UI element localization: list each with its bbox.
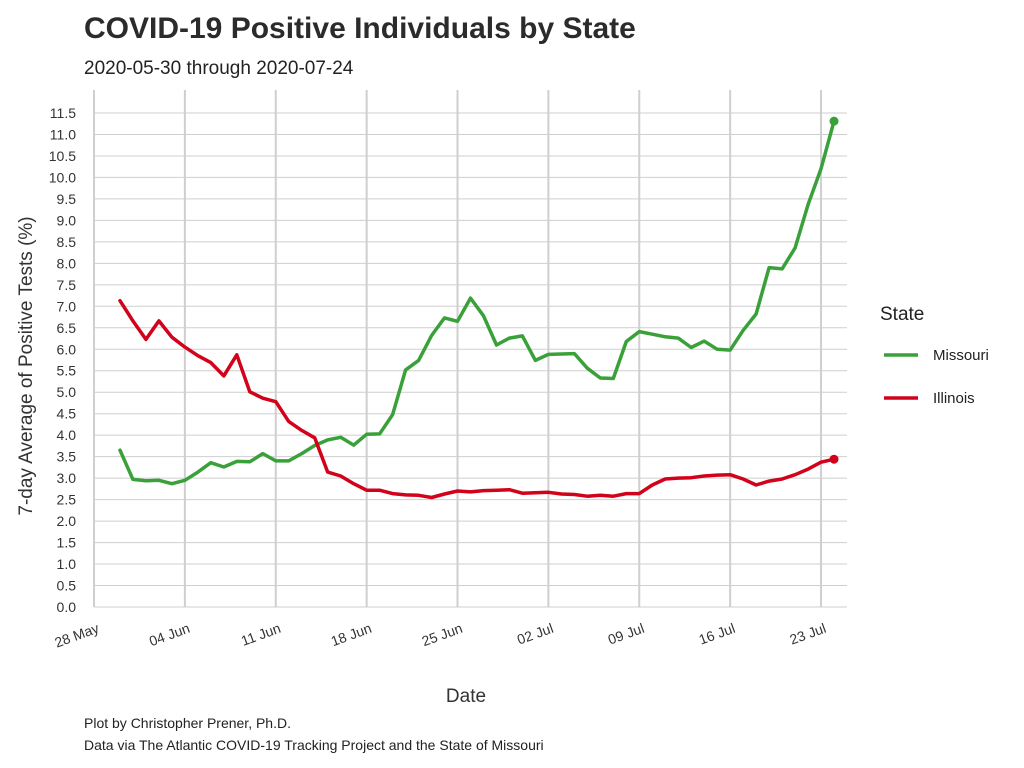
y-tick-label: 5.5 bbox=[57, 363, 77, 379]
x-axis-title: Date bbox=[446, 686, 486, 707]
x-tick-label: 28 May bbox=[52, 620, 101, 651]
y-tick-label: 8.5 bbox=[57, 234, 77, 250]
y-tick-label: 1.0 bbox=[57, 556, 77, 572]
series-line-missouri bbox=[118, 119, 836, 486]
y-tick-label: 7.0 bbox=[57, 298, 77, 314]
y-tick-label: 9.0 bbox=[57, 212, 77, 228]
legend-label-missouri: Missouri bbox=[933, 347, 989, 364]
y-tick-label: 10.5 bbox=[49, 148, 76, 164]
series-endpoint-illinois bbox=[829, 454, 839, 464]
y-tick-label: 9.5 bbox=[57, 191, 77, 207]
gridlines bbox=[93, 90, 847, 608]
chart-subtitle: 2020-05-30 through 2020-07-24 bbox=[84, 58, 354, 79]
series-line-illinois bbox=[118, 298, 836, 500]
x-axis-ticks: 28 May 04 Jun 11 Jun 18 Jun 25 Jun 02 Jul 09 J… bbox=[52, 620, 828, 651]
legend-title: State bbox=[880, 304, 924, 325]
x-tick-label: 23 Jul bbox=[787, 620, 828, 648]
y-tick-label: 6.5 bbox=[57, 320, 77, 336]
y-tick-label: 4.5 bbox=[57, 406, 77, 422]
x-tick-label: 16 Jul bbox=[697, 620, 738, 648]
y-tick-label: 2.5 bbox=[57, 492, 77, 508]
legend: State Missouri Illinois bbox=[880, 304, 989, 407]
series-endpoint-missouri bbox=[829, 116, 839, 126]
x-tick-label: 18 Jun bbox=[329, 620, 374, 649]
y-tick-label: 3.0 bbox=[57, 470, 77, 486]
y-tick-label: 11.0 bbox=[50, 126, 76, 142]
chart-title: COVID-19 Positive Individuals by State bbox=[84, 12, 636, 45]
legend-label-illinois: Illinois bbox=[933, 390, 975, 407]
y-tick-label: 7.5 bbox=[57, 277, 77, 293]
y-tick-label: 8.0 bbox=[57, 255, 77, 271]
x-tick-label: 25 Jun bbox=[420, 620, 465, 649]
y-tick-label: 3.5 bbox=[57, 449, 77, 465]
y-axis-title: 7-day Average of Positive Tests (%) bbox=[16, 216, 37, 515]
y-tick-label: 1.5 bbox=[57, 535, 77, 551]
x-tick-label: 09 Jul bbox=[606, 620, 647, 648]
y-tick-label: 2.0 bbox=[57, 513, 77, 529]
caption: Plot by Christopher Prener, Ph.D. Data v… bbox=[84, 715, 544, 753]
y-axis-ticks: 0.0 0.5 1.0 1.5 2.0 2.5 3.0 3.5 4.0 4.5 5.0 5.5 6.0 6… bbox=[49, 105, 76, 615]
y-tick-label: 6.0 bbox=[57, 341, 77, 357]
x-tick-label: 11 Jun bbox=[239, 620, 283, 649]
x-tick-label: 02 Jul bbox=[515, 620, 556, 648]
legend-entries: Missouri Illinois bbox=[884, 347, 989, 407]
x-tick-label: 04 Jun bbox=[147, 620, 192, 649]
y-tick-label: 4.0 bbox=[57, 427, 77, 443]
caption-line-2: Data via The Atlantic COVID-19 Tracking … bbox=[84, 737, 544, 753]
y-tick-label: 0.0 bbox=[57, 599, 77, 615]
y-tick-label: 0.5 bbox=[57, 578, 77, 594]
series-lines bbox=[118, 116, 839, 500]
y-tick-label: 5.0 bbox=[57, 384, 77, 400]
y-tick-label: 11.5 bbox=[50, 105, 76, 121]
y-tick-label: 10.0 bbox=[49, 169, 76, 185]
caption-line-1: Plot by Christopher Prener, Ph.D. bbox=[84, 715, 291, 731]
